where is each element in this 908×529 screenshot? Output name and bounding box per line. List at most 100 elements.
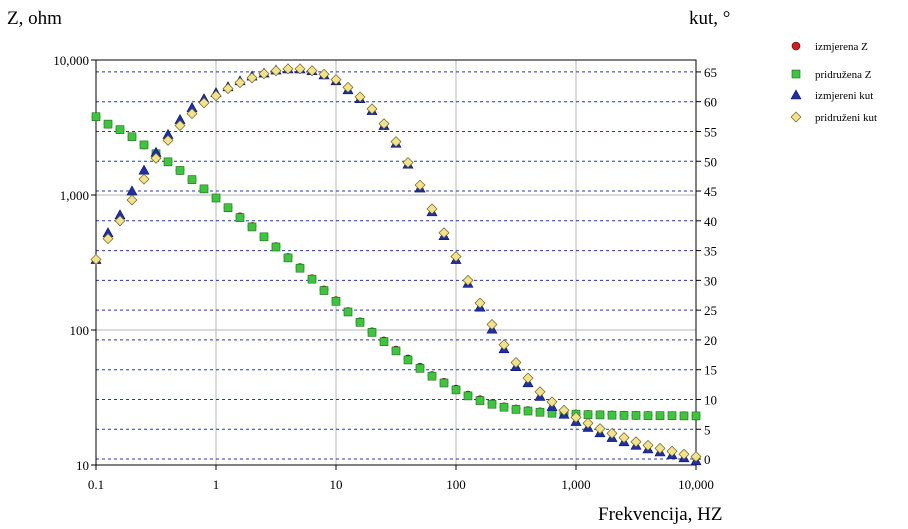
data-point: [271, 242, 281, 252]
data-point: [138, 164, 150, 175]
data-point: [667, 411, 677, 420]
data-point: [294, 63, 306, 75]
data-point: [463, 391, 473, 401]
data-point: [594, 423, 606, 435]
y-left-tick-label: 10,000: [53, 53, 89, 68]
y-right-tick-label: 60: [704, 95, 717, 110]
data-point: [115, 125, 125, 134]
data-point: [666, 445, 678, 457]
data-point: [295, 263, 305, 273]
data-point: [462, 274, 474, 286]
data-point: [102, 233, 114, 245]
series-4: [90, 63, 702, 463]
data-point: [342, 81, 354, 93]
data-point: [91, 112, 101, 122]
legend: izmjerena Z pridružena Z izmjereni kut prid…: [790, 41, 877, 124]
data-point: [402, 156, 414, 168]
data-point: [330, 74, 342, 86]
data-point: [222, 83, 234, 95]
data-point: [558, 404, 570, 416]
data-point: [607, 410, 617, 420]
data-point: [210, 90, 222, 102]
data-point: [595, 410, 605, 420]
data-point: [690, 451, 702, 463]
x-axis-title: Frekvencija, HZ: [598, 504, 723, 525]
data-point: [163, 157, 173, 167]
data-point: [307, 274, 317, 284]
data-point: [619, 411, 629, 420]
data-point: [487, 399, 497, 409]
data-point: [198, 97, 210, 109]
data-point: [510, 357, 522, 369]
data-point: [150, 152, 162, 164]
legend-marker: [790, 89, 802, 100]
x-tick-label: 1,000: [561, 477, 590, 492]
y-right-tick-label: 65: [704, 65, 717, 80]
x-tick-label: 1: [213, 477, 220, 492]
data-point: [246, 72, 258, 84]
data-point: [486, 318, 498, 330]
y-right-tick-label: 0: [704, 452, 711, 467]
data-point: [678, 448, 690, 460]
data-point: [475, 396, 485, 405]
data-point: [103, 119, 113, 129]
y-right-tick-label: 20: [704, 333, 717, 348]
legend-label: izmjereni kut: [815, 90, 873, 102]
data-point: [679, 411, 689, 421]
data-point: [499, 402, 509, 412]
data-point: [583, 410, 593, 419]
data-point: [535, 407, 545, 417]
data-point: [655, 411, 665, 420]
data-point: [355, 318, 365, 327]
data-point: [282, 63, 294, 75]
data-point: [415, 364, 425, 373]
left-axis-title: Z, ohm: [7, 8, 62, 29]
data-point: [426, 203, 438, 215]
series-1: [91, 112, 701, 421]
data-point: [630, 436, 642, 448]
data-point: [366, 103, 378, 115]
right-axis-title: kut, °: [689, 8, 730, 29]
x-tick-label: 100: [446, 477, 466, 492]
y-right-tick-label: 45: [704, 184, 717, 199]
data-point: [391, 346, 401, 356]
data-point: [162, 134, 174, 146]
data-point: [522, 372, 534, 384]
data-point: [126, 194, 138, 206]
legend-marker: [790, 111, 802, 123]
data-point: [127, 132, 137, 142]
legend-label: pridružena Z: [815, 69, 872, 81]
data-point: [235, 213, 245, 222]
x-tick-label: 0.1: [88, 477, 104, 492]
legend-marker: [791, 41, 801, 51]
data-point: [438, 227, 450, 239]
data-point: [414, 179, 426, 191]
data-point: [643, 411, 653, 420]
data-point: [390, 136, 402, 148]
data-point: [343, 307, 353, 317]
y-right-tick-label: 25: [704, 303, 717, 318]
data-point: [618, 432, 630, 444]
y-left-tick-label: 100: [70, 323, 90, 338]
y-right-tick-label: 5: [704, 422, 711, 437]
data-point: [631, 411, 641, 420]
data-point: [318, 68, 330, 80]
data-point: [186, 108, 198, 120]
data-point: [474, 297, 486, 309]
y-right-tick-label: 50: [704, 154, 717, 169]
data-point: [211, 193, 221, 203]
data-point: [450, 251, 462, 263]
y-right-tick-label: 15: [704, 363, 717, 378]
data-point: [223, 203, 233, 213]
data-point: [451, 385, 461, 395]
y-right-tick-label: 40: [704, 214, 717, 229]
data-point: [247, 222, 257, 232]
data-point: [270, 65, 282, 77]
data-point: [199, 184, 209, 194]
data-point: [139, 140, 149, 150]
y-right-tick-label: 55: [704, 124, 717, 139]
data-point: [498, 339, 510, 351]
y-right-tick-label: 30: [704, 273, 717, 288]
y-right-tick-label: 35: [704, 244, 717, 259]
grid-lines: [96, 60, 696, 465]
